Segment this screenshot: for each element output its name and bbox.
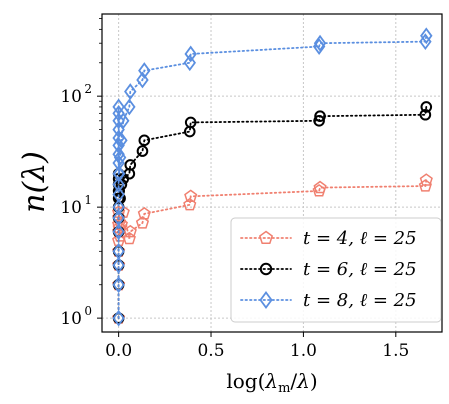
x-axis-label: log(λm/λ) (226, 369, 317, 396)
legend-entry-2: t = 6, ℓ = 25 (240, 259, 417, 280)
data-point (314, 110, 326, 122)
data-point (137, 206, 151, 220)
data-point (420, 27, 433, 45)
data-point (136, 145, 149, 157)
y-tick-label: 10 (60, 198, 82, 218)
x-tick-label: 1.0 (290, 341, 317, 361)
legend-entry-1: t = 4, ℓ = 25 (240, 228, 417, 249)
data-point (183, 197, 197, 211)
legend-label: t = 4, ℓ = 25 (303, 228, 417, 249)
data-point (123, 224, 137, 238)
legend-marker (259, 291, 273, 309)
data-point (313, 114, 325, 127)
data-point (313, 34, 327, 52)
legend: t = 4, ℓ = 25 t = 6, ℓ = 25 t = 8, ℓ = 25 (230, 217, 442, 323)
data-point (124, 159, 137, 171)
data-point (112, 98, 125, 116)
series-line (117, 34, 428, 320)
data-point (112, 186, 125, 203)
x-axis-ticks: 0.0 0.5 1.0 1.5 (105, 332, 409, 361)
data-point (112, 112, 125, 130)
data-point (112, 165, 126, 183)
data-point (112, 309, 125, 327)
data-point (115, 131, 128, 149)
legend-entry-3: t = 8, ℓ = 25 (240, 290, 417, 311)
data-point (136, 71, 149, 89)
y-axis-label: n(λ) (17, 151, 52, 213)
legend-label: t = 8, ℓ = 25 (303, 290, 417, 311)
data-point (117, 112, 130, 130)
y-tick-exponent: 0 (84, 304, 92, 318)
plot-area-frame (101, 13, 443, 333)
data-point (313, 180, 327, 194)
data-point (115, 178, 128, 191)
legend-label: t = 6, ℓ = 25 (303, 259, 417, 280)
data-point (123, 98, 136, 116)
data-point (112, 276, 125, 294)
data-point (138, 62, 151, 80)
y-tick-label: 10 (60, 87, 82, 107)
data-point (183, 54, 196, 72)
legend-marker (259, 262, 273, 276)
data-point (184, 45, 197, 63)
data-point (113, 149, 127, 166)
data-point (112, 256, 125, 274)
series-layer (112, 27, 433, 327)
x-tick-label: 0.0 (105, 341, 132, 361)
data-point (312, 184, 326, 197)
series-line (117, 106, 428, 320)
data-point (184, 116, 197, 129)
data-point (138, 134, 151, 147)
data-point (112, 223, 125, 241)
data-point (112, 209, 125, 227)
legend-marker (258, 230, 274, 245)
y-tick-exponent: 2 (84, 82, 92, 96)
x-tick-label: 0.5 (197, 341, 224, 361)
x-tick-label: 1.5 (382, 341, 409, 361)
data-point (112, 198, 125, 216)
legend-box (230, 217, 442, 323)
data-point (184, 189, 198, 202)
y-tick-label: 10 (60, 309, 82, 329)
data-point (112, 242, 125, 260)
data-point (112, 176, 125, 193)
data-point (419, 108, 432, 121)
data-point (419, 173, 433, 186)
data-point (124, 83, 137, 100)
data-point (420, 101, 433, 113)
series-3 (112, 27, 433, 327)
data-point (135, 216, 150, 229)
y-tick-exponent: 1 (84, 193, 92, 207)
